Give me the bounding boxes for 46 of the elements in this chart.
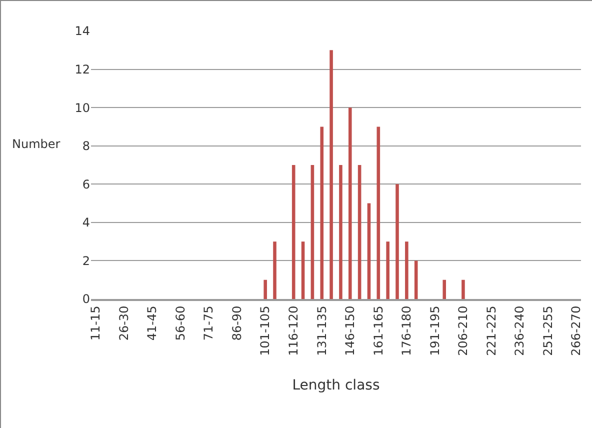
x-tick-label: 131-135 xyxy=(314,306,329,356)
y-tick-label: 6 xyxy=(82,177,90,192)
x-tick-label: 116-120 xyxy=(286,306,300,356)
bar xyxy=(320,126,324,299)
bar xyxy=(292,165,296,299)
bar xyxy=(273,242,276,299)
bar xyxy=(264,280,267,299)
x-tick-label: 176-180 xyxy=(400,306,414,356)
bar xyxy=(301,242,305,299)
y-axis-title: Number xyxy=(12,137,60,151)
x-tick-label: 11-15 xyxy=(88,306,103,341)
bar xyxy=(339,165,342,299)
x-tick-label: 236-240 xyxy=(512,306,527,356)
x-tick-label: 221-225 xyxy=(484,306,498,356)
x-tick-label: 146-150 xyxy=(343,306,358,356)
x-tick-label: 251-255 xyxy=(540,306,555,356)
y-tick-label: 4 xyxy=(82,216,90,230)
x-tick-label: 161-165 xyxy=(371,306,386,356)
x-tick-label: 71-75 xyxy=(202,306,216,341)
y-tick-label: 2 xyxy=(82,254,90,268)
bar xyxy=(396,184,399,299)
x-tick-label: 26-30 xyxy=(116,306,131,341)
x-axis-title: Length class xyxy=(292,378,380,394)
bar xyxy=(414,260,418,299)
y-tick-label: 8 xyxy=(82,139,90,154)
x-tick-label: 191-195 xyxy=(428,306,442,356)
bar xyxy=(405,242,408,299)
bar xyxy=(442,280,446,299)
bar xyxy=(358,165,362,299)
y-tick-label: 14 xyxy=(74,24,90,38)
bar xyxy=(386,242,390,299)
bar xyxy=(462,280,465,299)
x-tick-label: 101-105 xyxy=(258,306,272,356)
bar xyxy=(367,203,371,299)
y-tick-label: 0 xyxy=(82,292,90,306)
bar xyxy=(376,126,380,299)
x-tick-label: 56-60 xyxy=(173,306,188,341)
x-tick-label: 206-210 xyxy=(456,306,470,356)
y-tick-label: 12 xyxy=(74,62,90,76)
x-tick-label: 86-90 xyxy=(230,306,244,341)
x-tick-label: 41-45 xyxy=(145,306,160,341)
bar xyxy=(310,165,314,299)
x-tick-label: 266-270 xyxy=(569,306,584,356)
y-tick-label: 10 xyxy=(74,100,90,115)
bar xyxy=(330,50,333,299)
bar xyxy=(348,108,352,299)
